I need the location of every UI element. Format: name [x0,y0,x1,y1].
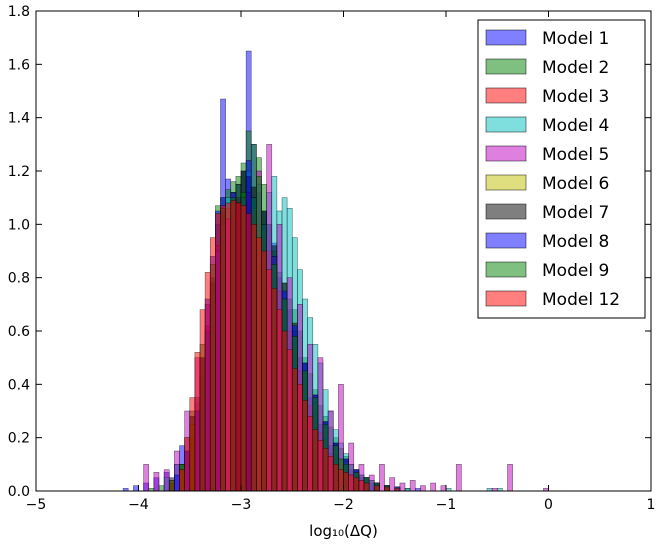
legend-swatch [485,203,527,220]
x-tick-label: 1 [647,497,656,513]
bar [455,464,462,492]
legend-label: Model 6 [542,174,609,194]
legend-swatch [485,290,527,307]
bar [261,250,267,492]
y-tick-label: 1.4 [8,111,30,127]
x-tick-label: −4 [128,497,149,513]
bar [322,448,329,492]
bar [399,482,406,492]
bar [368,474,375,492]
bar [133,485,139,492]
bar [153,472,160,492]
x-axis-label: log₁₀(ΔQ) [309,522,378,540]
bar [220,205,226,492]
legend-label: Model 8 [542,232,609,252]
x-tick-label: −3 [231,497,252,513]
bar [348,474,355,492]
y-tick-label: 1.8 [8,4,30,20]
bar [507,464,513,492]
bar [174,474,180,492]
bar [297,384,303,492]
bar [302,400,308,492]
y-tick-label: 0.2 [8,431,30,447]
legend-swatch [485,145,527,162]
bar [184,437,191,492]
y-tick-label: 0.8 [8,271,30,287]
bar [194,352,201,492]
bar [291,368,298,492]
x-tick-label: −1 [436,497,457,513]
legend-label: Model 12 [542,290,620,310]
legend-label: Model 3 [542,87,609,107]
bar [240,205,247,492]
bar [158,485,165,492]
bar [384,486,390,492]
legend: Model 1 Model 2 Model 3 Model 4 Model 5 Model… [477,19,646,319]
bar [245,213,252,492]
bar [235,202,242,492]
legend-swatch [485,116,527,133]
x-tick-label: 0 [544,497,553,513]
bar [312,429,319,492]
bar [209,237,216,492]
bar [327,456,334,492]
bar [358,480,365,492]
y-tick-label: 1.2 [8,164,30,180]
legend-swatch [485,87,527,104]
legend-swatch [485,58,527,75]
bar [389,477,396,492]
bar [204,272,211,492]
bar [440,485,447,492]
y-tick-label: 0.6 [8,324,30,340]
legend-swatch [485,232,527,249]
bar [430,482,437,492]
axes: −5 −4 −3 −2 −1 0 1 0.0 0.2 0.4 0.6 0.8 1.0 1.2 1.4 1.6 1… [8,4,656,540]
y-tick-label: 1.6 [8,57,30,73]
legend-label: Model 9 [542,261,609,281]
bar [353,477,360,492]
legend-swatch [485,174,527,191]
bar [363,482,370,492]
bar [307,416,314,492]
y-tick-label: 0.4 [8,377,30,393]
bar [338,469,344,492]
bar [266,269,273,492]
bar [168,477,175,492]
bar [230,200,237,492]
bar [256,237,262,492]
bar [286,349,293,492]
bar [409,480,416,492]
bar [225,202,232,492]
bar [379,464,385,492]
bar [420,485,426,492]
bar [317,440,324,492]
legend-swatch [485,29,527,46]
bar [199,309,206,492]
x-tick-label: −2 [333,497,354,513]
series-10 [179,200,401,492]
legend-label: Model 1 [542,29,609,49]
bar [163,469,170,492]
bar [271,288,278,492]
y-tick-label: 0.0 [8,484,30,500]
bar [373,485,380,492]
legend-swatch [485,261,527,278]
legend-label: Model 4 [542,116,609,136]
y-tick-label: 1.0 [8,217,30,233]
bar [281,330,288,492]
bar [189,397,196,492]
x-tick-label: −5 [26,497,47,513]
bar [276,309,283,492]
bar [343,472,349,492]
bar [179,469,185,492]
bar [143,464,150,492]
bar [215,213,221,492]
legend-label: Model 2 [542,58,609,78]
bar [332,464,339,492]
bar [250,224,257,492]
legend-label: Model 5 [542,145,609,165]
legend-label: Model 7 [542,203,609,223]
